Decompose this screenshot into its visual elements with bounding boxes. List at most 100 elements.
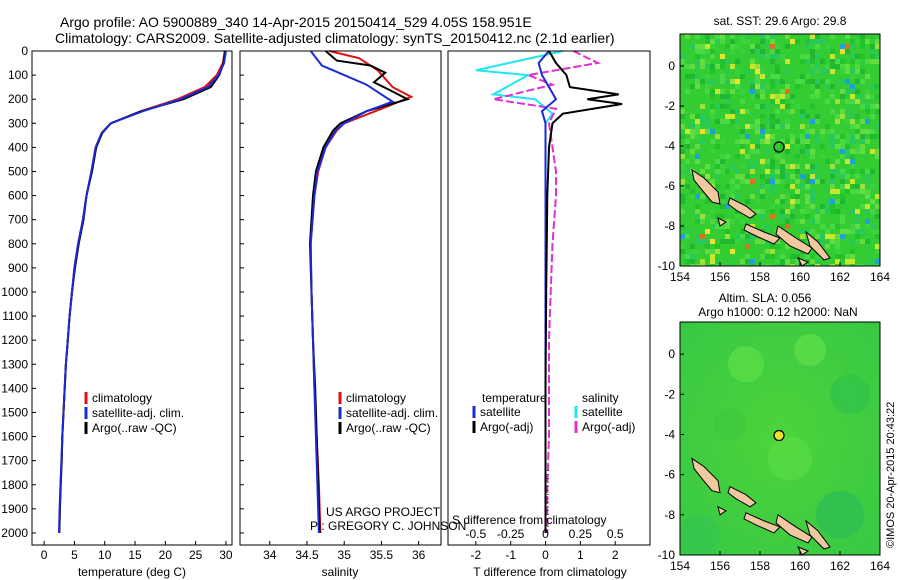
island-landmass (717, 217, 727, 227)
sst-pixel (845, 264, 850, 266)
sst-pixel (700, 129, 705, 134)
sst-pixel (790, 99, 795, 104)
sst-pixel (695, 159, 700, 164)
sst-pixel (745, 69, 750, 74)
sst-pixel (830, 164, 835, 169)
sst-pixel (810, 129, 815, 134)
sst-pixel (805, 54, 810, 59)
sst-pixel (790, 204, 795, 209)
sst-pixel (820, 209, 825, 214)
series-argo-raw-qc (58, 50, 227, 534)
sst-pixel (780, 174, 785, 179)
sst-pixel (690, 174, 695, 179)
sst-pixel (690, 189, 695, 194)
sst-pixel (690, 244, 695, 249)
sla-anomaly-blob (794, 334, 826, 367)
sst-pixel (700, 64, 705, 69)
sst-pixel (695, 54, 700, 59)
series-satellite-adj-clim (309, 50, 395, 534)
sst-pixel (780, 94, 785, 99)
sst-pixel (780, 209, 785, 214)
sst-pixel (720, 199, 725, 204)
sst-pixel (835, 249, 840, 254)
sst-pixel (775, 99, 780, 104)
sst-pixel (735, 59, 740, 64)
sst-pixel (690, 149, 695, 154)
sst-pixel (840, 229, 845, 234)
sst-pixel (775, 69, 780, 74)
sst-pixel (705, 214, 710, 219)
sst-pixel (865, 139, 870, 144)
legend-label: climatology (92, 391, 152, 405)
sst-pixel (835, 99, 840, 104)
sst-pixel (860, 54, 865, 59)
sst-pixel (725, 189, 730, 194)
sst-pixel (710, 179, 715, 184)
sst-pixel (700, 264, 705, 266)
sst-pixel (830, 139, 835, 144)
y-tick-label: 600 (8, 189, 28, 203)
sst-pixel (710, 49, 715, 54)
sst-pixel (855, 234, 860, 239)
sst-pixel (785, 219, 790, 224)
sst-pixel (855, 69, 860, 74)
sst-pixel (750, 49, 755, 54)
sst-pixel (825, 69, 830, 74)
sst-pixel (835, 234, 840, 239)
sst-pixel (715, 159, 720, 164)
sst-pixel (825, 244, 830, 249)
sst-pixel (740, 164, 745, 169)
sst-pixel (845, 109, 850, 114)
sst-pixel (820, 239, 825, 244)
sst-pixel (790, 164, 795, 169)
sst-pixel (730, 219, 735, 224)
sst-pixel (680, 164, 685, 169)
sst-pixel (705, 124, 710, 129)
sst-pixel (870, 134, 875, 139)
lat-tick-label: -8 (664, 508, 675, 522)
sst-pixel (760, 49, 765, 54)
difference-axes-frame (447, 50, 651, 546)
sst-pixel (850, 179, 855, 184)
sst-pixel (840, 69, 845, 74)
island-landmass (691, 457, 721, 494)
sst-pixel (765, 224, 770, 229)
sst-pixel (710, 104, 715, 109)
sst-pixel (870, 209, 875, 214)
sst-pixel (800, 54, 805, 59)
sst-pixel (815, 134, 820, 139)
sst-pixel (795, 254, 800, 259)
sst-pixel (775, 239, 780, 244)
sst-pixel (785, 184, 790, 189)
sst-pixel (870, 104, 875, 109)
temperature-axes-frame (31, 50, 233, 546)
legend-label: Argo(-adj) (480, 420, 533, 434)
y-tick-label: 1000 (1, 285, 28, 299)
sst-pixel (750, 164, 755, 169)
sst-pixel (855, 64, 860, 69)
sst-pixel (815, 214, 820, 219)
sst-pixel (835, 144, 840, 149)
sst-pixel (830, 34, 835, 39)
sst-pixel (830, 49, 835, 54)
sst-pixel (850, 39, 855, 44)
sst-pixel (860, 134, 865, 139)
sst-pixel (850, 99, 855, 104)
salinity-panel: 34 34.5 35 35.5 36 salinity climatologysatel… (239, 50, 466, 579)
sst-pixel (850, 74, 855, 79)
sst-pixel (795, 199, 800, 204)
sst-pixel (725, 59, 730, 64)
title-line-2: Climatology: CARS2009. Satellite-adjuste… (55, 30, 615, 46)
sst-pixel (680, 109, 685, 114)
sst-pixel (750, 59, 755, 64)
sst-pixel (685, 259, 690, 264)
sst-pixel (730, 119, 735, 124)
sst-pixel (855, 54, 860, 59)
sst-pixel (745, 234, 750, 239)
sst-pixel (685, 229, 690, 234)
sst-pixel (765, 179, 770, 184)
sst-pixel (850, 124, 855, 129)
sst-pixel (710, 39, 715, 44)
sst-pixel (715, 224, 720, 229)
sst-pixel (760, 129, 765, 134)
